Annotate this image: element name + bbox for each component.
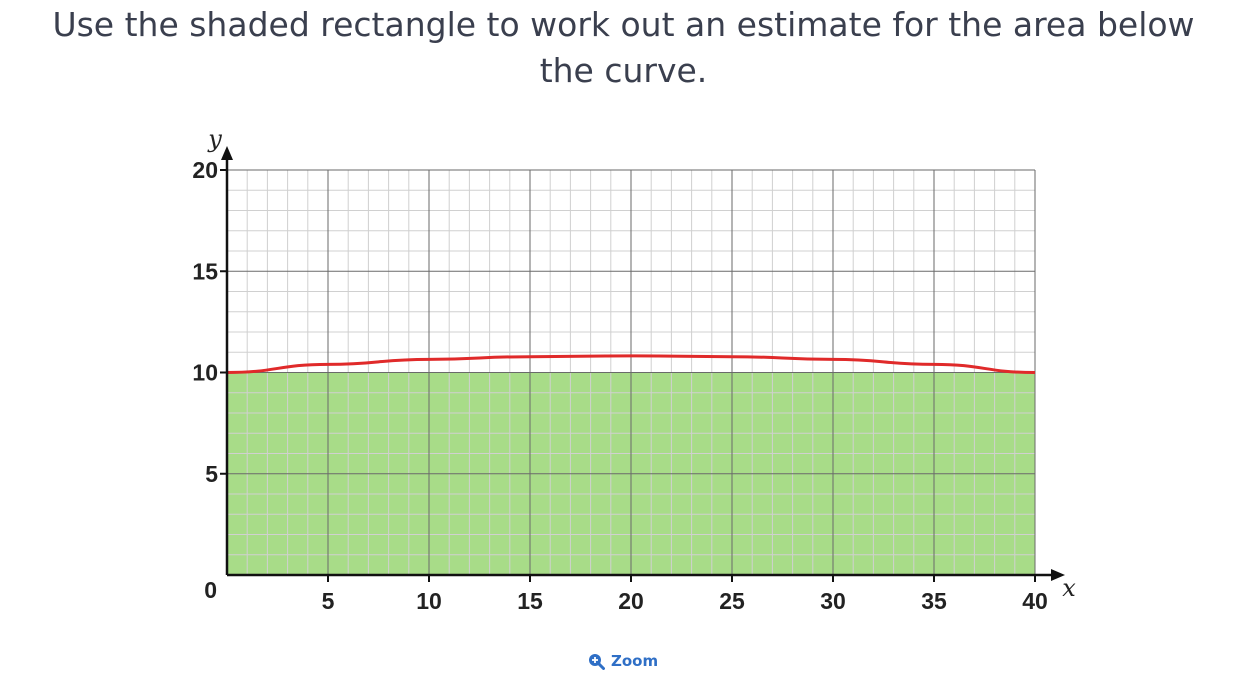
- x-tick-label: 10: [416, 588, 442, 614]
- grid: [227, 169, 1036, 575]
- y-tick-label: 20: [192, 157, 218, 183]
- curve-layer: [226, 354, 1036, 374]
- axes: [220, 146, 1065, 582]
- x-tick-label: 5: [322, 588, 335, 614]
- x-tick-label: 20: [618, 588, 644, 614]
- y-axis-label: y: [207, 125, 222, 153]
- zoom-button[interactable]: Zoom: [588, 649, 658, 673]
- x-tick-label: 30: [820, 588, 846, 614]
- y-tick-label: 15: [192, 258, 218, 284]
- x-tick-label: 40: [1022, 588, 1048, 614]
- zoom-in-icon: [589, 653, 605, 670]
- x-axis-arrow: [1051, 569, 1065, 581]
- x-tick-label: 25: [719, 588, 745, 614]
- zoom-label: Zoom: [611, 652, 659, 670]
- tick-labels: 5 10 15 20 5 10 15 20 25 30 35 40 0 x y: [192, 125, 1076, 614]
- y-tick-label: 10: [192, 360, 218, 386]
- y-axis-arrow: [221, 146, 233, 160]
- question-text: Use the shaded rectangle to work out an …: [52, 5, 1195, 90]
- curve-line: [226, 354, 1036, 374]
- y-tick-label: 5: [205, 461, 218, 487]
- x-axis-label: x: [1062, 574, 1076, 602]
- x-tick-label: 15: [517, 588, 543, 614]
- origin-label: 0: [204, 577, 217, 603]
- x-tick-label: 35: [921, 588, 947, 614]
